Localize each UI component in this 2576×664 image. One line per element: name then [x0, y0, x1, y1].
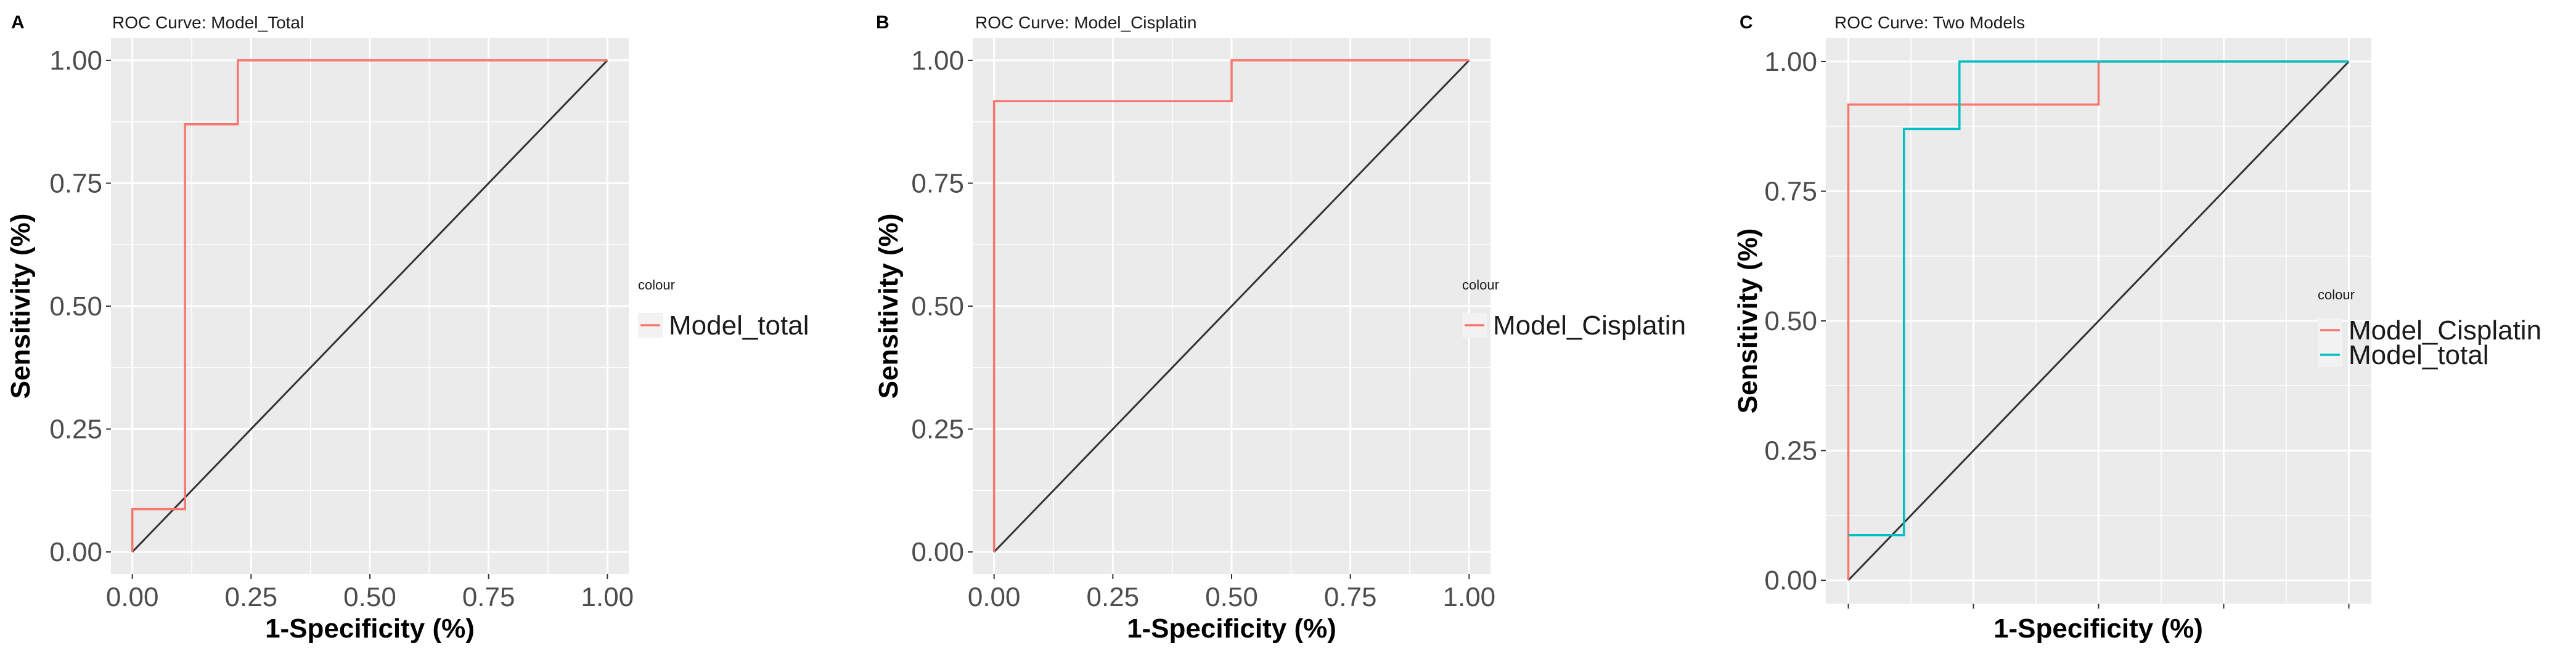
panel-b-x-tick-label-4: 1.00 [1443, 582, 1496, 612]
panel-b-series-line-model-cisplatin [992, 59, 1470, 553]
panel-a-y-tick-label-4: 1.00 [49, 46, 102, 76]
panel-c-y-tick-label-0: 0.00 [1764, 565, 1817, 596]
panel-b-y-tick-label-2: 0.50 [911, 291, 964, 322]
panel-c-legend-title: colour [2318, 287, 2355, 302]
panel-a-y-tick-label-3: 0.75 [49, 168, 102, 198]
panel-a-y-tick-label-1: 0.25 [49, 415, 102, 445]
panel-c-series-line-model-total [1848, 60, 2349, 536]
panel-c-y-tick-label-1: 0.25 [1764, 436, 1817, 466]
panel-b-y-tick-label-0: 0.00 [911, 537, 964, 567]
panel-a-x-tick-label-0: 0.00 [106, 582, 159, 612]
panel-a-diagonal-line [131, 59, 608, 553]
panel-c-y-tick-label-2: 0.50 [1764, 306, 1817, 336]
panel-c-legend-label-1: Model_total [2349, 340, 2488, 370]
panel-c-x-axis-title: 1-Specificity (%) [1993, 613, 2203, 644]
panel-a-x-tick-label-3: 0.75 [462, 582, 515, 612]
panel-b-x-axis-title: 1-Specificity (%) [1127, 613, 1336, 644]
panel-b-diagonal-line [993, 59, 1470, 553]
panel-b-x-tick-label-0: 0.00 [968, 582, 1021, 612]
panel-b-y-axis-title: Sensitivity (%) [873, 214, 904, 399]
panel-a-x-tick-label-2: 0.50 [343, 582, 396, 612]
panel-c-diagonal-line [1847, 60, 2350, 581]
panel-c-title: ROC Curve: Two Models [1834, 13, 2025, 32]
panel-b-letter: B [876, 12, 889, 33]
panel-a-x-tick-label-4: 1.00 [581, 582, 634, 612]
panel-c-letter: C [1740, 12, 1753, 33]
panel-b-y-tick-label-1: 0.25 [911, 415, 964, 445]
panel-a-x-tick-label-1: 0.25 [225, 582, 278, 612]
panel-b-x-tick-label-3: 0.75 [1324, 582, 1377, 612]
panel-a-y-axis-title: Sensitivity (%) [6, 214, 36, 399]
panel-c-legend-label-0: Model_Cisplatin [2349, 315, 2541, 346]
panel-a-series-line-model-total [131, 59, 608, 553]
panel-a-y-tick-label-0: 0.00 [49, 537, 102, 567]
panel-b-legend-label-0: Model_Cisplatin [1493, 310, 1686, 341]
panel-a-legend-label-0: Model_total [669, 310, 809, 341]
panel-a-x-axis-title: 1-Specificity (%) [265, 613, 475, 644]
panel-b-y-tick-label-3: 0.75 [911, 168, 964, 198]
panel-c-y-tick-label-4: 1.00 [1764, 47, 1817, 77]
panel-b-legend-title: colour [1462, 277, 1499, 293]
panel-b-x-tick-label-2: 0.50 [1205, 582, 1258, 612]
panel-b-y-tick-label-4: 1.00 [911, 46, 964, 76]
panel-a-legend-title: colour [638, 277, 675, 293]
panel-a-title: ROC Curve: Model_Total [112, 13, 304, 32]
panel-a-letter: A [11, 12, 25, 33]
panel-a-y-tick-label-2: 0.50 [49, 291, 102, 322]
panel-b-title: ROC Curve: Model_Cisplatin [975, 13, 1196, 32]
panel-c-y-tick-label-3: 0.75 [1764, 176, 1817, 206]
panel-c-y-axis-title: Sensitivity (%) [1733, 229, 1763, 414]
panel-b-x-tick-label-1: 0.25 [1087, 582, 1140, 612]
